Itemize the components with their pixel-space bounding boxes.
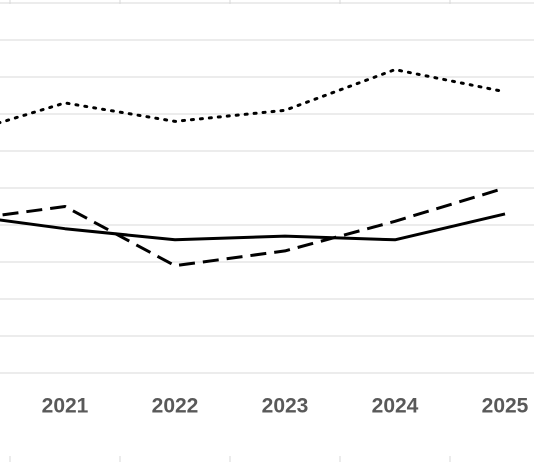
x-tick-label: 2025 <box>482 395 529 418</box>
series-line-dashed <box>0 186 506 268</box>
x-tick-label: 2021 <box>42 395 89 418</box>
x-tick-label: 2023 <box>262 395 309 418</box>
x-axis-labels: 202020212022202320242025 <box>42 395 529 418</box>
series-line-solid <box>0 212 506 242</box>
series-layer <box>0 68 507 268</box>
x-axis-tick-marks <box>9 0 451 462</box>
gridlines <box>0 2 534 374</box>
x-tick-label: 2024 <box>372 395 419 418</box>
series-line-dotted <box>0 68 507 125</box>
x-tick-label: 2022 <box>152 395 199 418</box>
